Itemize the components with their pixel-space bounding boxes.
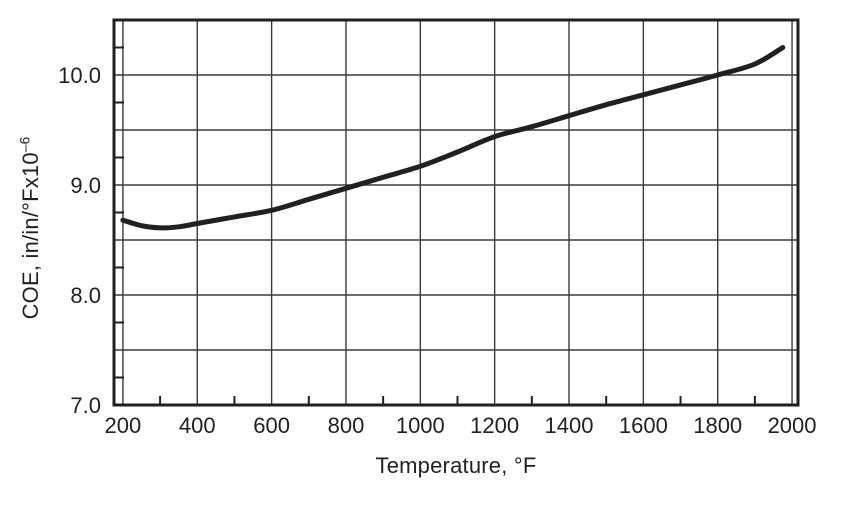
y-axis-title: COE, in/in/°Fx10–6 (18, 137, 44, 320)
x-tick-label: 200 (105, 413, 142, 438)
y-tick-label: 9.0 (70, 173, 101, 198)
x-tick-label: 1600 (619, 413, 668, 438)
y-tick-label: 7.0 (70, 393, 101, 418)
x-tick-label: 1800 (693, 413, 742, 438)
coe-curve (120, 45, 786, 231)
plot-frame (112, 18, 800, 407)
y-tick-label: 8.0 (70, 283, 101, 308)
x-tick-label: 600 (253, 413, 290, 438)
x-tick-label: 800 (328, 413, 365, 438)
x-tick-label: 1200 (470, 413, 519, 438)
x-tick-label: 1400 (545, 413, 594, 438)
x-axis-title: Temperature, °F (375, 453, 537, 478)
y-axis-title-exponent: –6 (17, 136, 33, 153)
x-tick-label: 2000 (768, 413, 817, 438)
y-tick-label: 10.0 (58, 63, 101, 88)
x-tick-label: 1000 (396, 413, 445, 438)
y-axis-title-base: COE, in/in/°Fx10 (18, 152, 43, 320)
x-tick-label: 400 (179, 413, 216, 438)
